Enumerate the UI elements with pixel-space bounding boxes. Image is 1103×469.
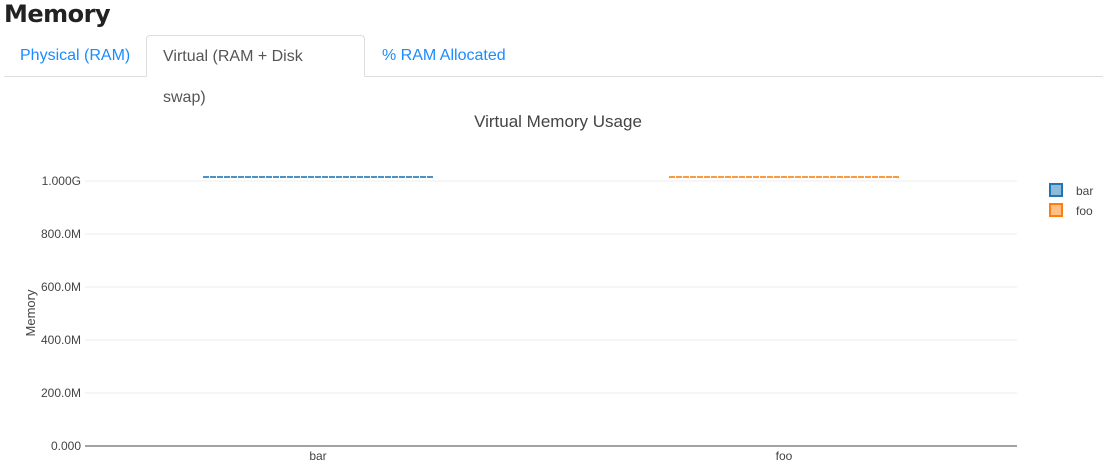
legend-swatch-bar <box>1049 183 1063 197</box>
page-title: Memory <box>4 0 111 28</box>
tab-virtual[interactable]: Virtual (RAM + Disk swap) <box>146 35 365 106</box>
legend-label-foo: foo <box>1076 204 1093 218</box>
tab-ram-allocated[interactable]: % RAM Allocated <box>382 47 506 64</box>
y-tick-label: 0.000 <box>51 439 81 453</box>
y-tick-label: 800.0M <box>41 227 81 241</box>
y-tick-label: 1.000G <box>42 174 81 188</box>
y-tick-label: 200.0M <box>41 386 81 400</box>
y-axis-label: Memory <box>23 289 38 336</box>
x-tick-label: foo <box>776 449 793 463</box>
legend-swatch-foo <box>1049 203 1063 217</box>
chart-title: Virtual Memory Usage <box>474 112 642 131</box>
x-tick-label: bar <box>309 449 326 463</box>
tab-physical[interactable]: Physical (RAM) <box>20 47 131 64</box>
y-tick-label: 400.0M <box>41 333 81 347</box>
tab-bar: Physical (RAM) Virtual (RAM + Disk swap)… <box>4 35 1103 106</box>
legend-label-bar: bar <box>1076 184 1093 198</box>
y-tick-label: 600.0M <box>41 280 81 294</box>
